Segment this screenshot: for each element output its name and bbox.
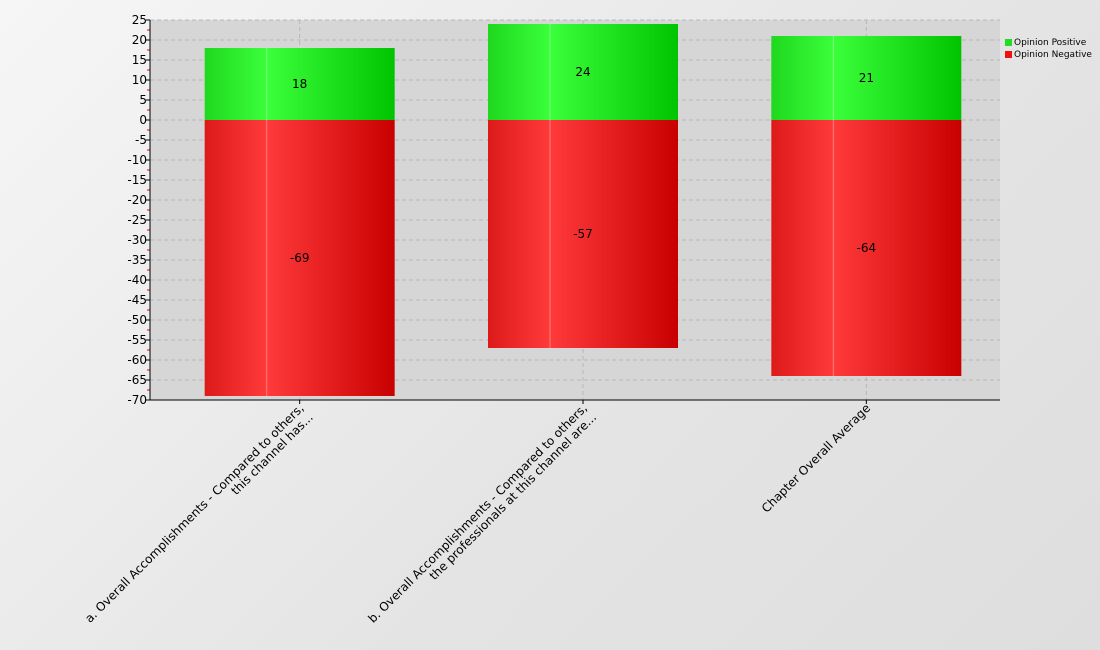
bar-positive[interactable] xyxy=(204,48,395,120)
y-tick-label: -60 xyxy=(127,353,147,367)
legend-swatch-negative xyxy=(1005,51,1012,58)
y-tick-label: 0 xyxy=(139,113,147,127)
data-label: -69 xyxy=(290,251,310,265)
y-tick-label: 25 xyxy=(132,13,147,27)
y-tick-label: -50 xyxy=(127,313,147,327)
data-label: -64 xyxy=(857,241,877,255)
x-category-label: a. Overall Accomplishments - Compared to… xyxy=(82,401,316,635)
data-label: -57 xyxy=(573,227,593,241)
x-category-label: b. Overall Accomplishments - Compared to… xyxy=(365,401,599,635)
y-tick-label: -15 xyxy=(127,173,147,187)
legend-label-positive: Opinion Positive xyxy=(1014,38,1087,48)
legend-label-negative: Opinion Negative xyxy=(1014,50,1092,60)
y-tick-label: -30 xyxy=(127,233,147,247)
data-label: 24 xyxy=(575,65,590,79)
bar-positive[interactable] xyxy=(488,24,678,120)
y-tick-label: 5 xyxy=(139,93,147,107)
y-tick-label: 20 xyxy=(132,33,147,47)
legend-swatch-positive xyxy=(1005,39,1012,46)
y-tick-label: -25 xyxy=(127,213,147,227)
y-tick-label: -65 xyxy=(127,373,147,387)
bar-negative[interactable] xyxy=(204,120,395,396)
y-tick-label: -55 xyxy=(127,333,147,347)
x-category-label: Chapter Overall Average xyxy=(759,401,873,515)
y-tick-label: 10 xyxy=(132,73,147,87)
legend: Opinion Positive Opinion Negative xyxy=(1005,38,1092,60)
bar-positive[interactable] xyxy=(771,36,962,120)
data-label: 21 xyxy=(859,71,874,85)
y-tick-label: -5 xyxy=(135,133,147,147)
y-tick-label: -45 xyxy=(127,293,147,307)
y-tick-label: -40 xyxy=(127,273,147,287)
y-tick-label: 15 xyxy=(132,53,147,67)
bar-negative[interactable] xyxy=(771,120,962,376)
y-tick-label: -20 xyxy=(127,193,147,207)
data-label: 18 xyxy=(292,77,307,91)
bar-negative[interactable] xyxy=(488,120,678,348)
y-tick-label: -35 xyxy=(127,253,147,267)
y-tick-label: -10 xyxy=(127,153,147,167)
y-tick-label: -70 xyxy=(127,393,147,407)
